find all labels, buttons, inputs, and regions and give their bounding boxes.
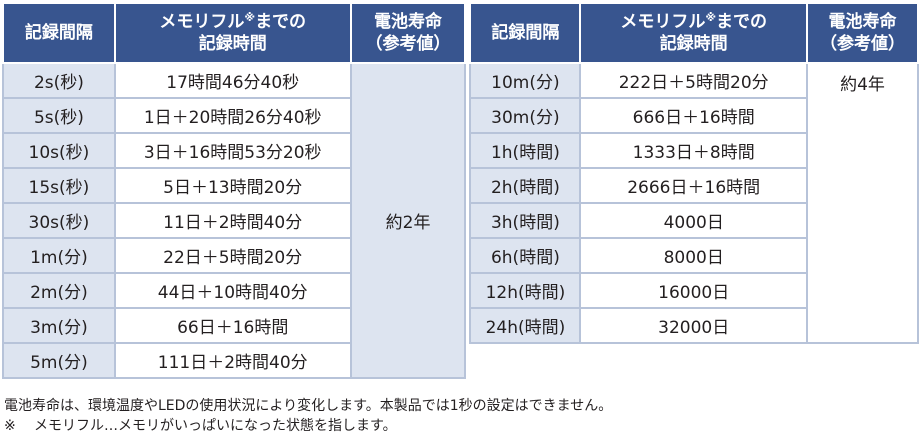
header-memory-full-time-right: メモリフル※までの 記録時間 <box>579 2 809 64</box>
interval-cell: 30s(秒) <box>2 202 116 239</box>
time-cell: 3日＋16時間53分20秒 <box>113 132 352 169</box>
time-cell: 44日＋10時間40分 <box>113 272 352 309</box>
table-row: 10s(秒) 3日＋16時間53分20秒 1h(時間) 1333日＋8時間 <box>2 132 918 169</box>
table-row: 5s(秒) 1日＋20時間26分40秒 30m(分) 666日＋16時間 <box>2 97 918 134</box>
interval-cell: 30m(分) <box>469 97 582 134</box>
header-battery-life-right: 電池寿命 （参考値） <box>806 2 919 64</box>
time-cell: 11日＋2時間40分 <box>113 202 352 239</box>
interval-cell: 6h(時間) <box>469 237 582 274</box>
time-cell: 1日＋20時間26分40秒 <box>113 97 352 134</box>
footnote-memory-full: ※ メモリフル…メモリがいっぱいになった状態を指します。 <box>4 416 612 436</box>
time-cell: 4000日 <box>579 202 809 239</box>
interval-cell: 15s(秒) <box>2 167 116 204</box>
footnote-mark: ※ <box>4 418 16 434</box>
interval-cell: 1h(時間) <box>469 132 582 169</box>
time-cell: 17時間46分40秒 <box>113 62 352 99</box>
column-gap <box>465 3 471 63</box>
interval-cell: 2h(時間) <box>469 167 582 204</box>
interval-cell: 24h(時間) <box>469 307 582 344</box>
time-cell: 32000日 <box>579 307 809 344</box>
interval-cell: 1m(分) <box>2 237 116 274</box>
header-interval-right: 記録間隔 <box>469 2 582 64</box>
interval-cell: 3m(分) <box>2 307 116 344</box>
table-row: 5m(分) 111日＋2時間40分 <box>2 342 918 379</box>
table-row: 1m(分) 22日＋5時間20分 6h(時間) 8000日 <box>2 237 918 274</box>
battery-cell-left: 約2年 <box>349 62 467 379</box>
header-battery-life: 電池寿命 （参考値） <box>349 2 467 64</box>
time-cell: 1333日＋8時間 <box>579 132 809 169</box>
header-memory-full-time: メモリフル※までの 記録時間 <box>113 2 352 64</box>
table-row: 30s(秒) 11日＋2時間40分 3h(時間) 4000日 <box>2 202 918 239</box>
table-row: 2m(分) 44日＋10時間40分 12h(時間) 16000日 <box>2 272 918 309</box>
interval-cell: 3h(時間) <box>469 202 582 239</box>
time-cell: 16000日 <box>579 272 809 309</box>
recording-interval-table: 記録間隔 メモリフル※までの 記録時間 電池寿命 （参考値） 記録間隔 メモリフル※… <box>2 2 919 379</box>
interval-cell: 2m(分) <box>2 272 116 309</box>
interval-cell: 5s(秒) <box>2 97 116 134</box>
interval-cell: 12h(時間) <box>469 272 582 309</box>
interval-cell: 5m(分) <box>2 342 116 379</box>
interval-cell: 10m(分) <box>469 62 582 99</box>
table-row: 3m(分) 66日＋16時間 24h(時間) 32000日 <box>2 307 918 344</box>
interval-cell: 10s(秒) <box>2 132 116 169</box>
time-cell: 66日＋16時間 <box>113 307 352 344</box>
table-row: 2s(秒) 17時間46分40秒 約2年 10m(分) 222日＋5時間20分 … <box>2 62 919 379</box>
time-cell: 22日＋5時間20分 <box>113 237 352 274</box>
table-row: 15s(秒) 5日＋13時間20分 2h(時間) 2666日＋16時間 <box>2 167 918 204</box>
footnote-memory-full-text: メモリフル…メモリがいっぱいになった状態を指します。 <box>34 418 397 434</box>
footnotes: 電池寿命は、環境温度やLEDの使用状況により変化します。本製品では1秒の設定はで… <box>4 396 612 436</box>
time-cell: 111日＋2時間40分 <box>113 342 352 379</box>
battery-cell-right: 約4年 <box>806 62 919 344</box>
time-cell: 222日＋5時間20分 <box>579 62 809 99</box>
time-cell: 5日＋13時間20分 <box>113 167 352 204</box>
interval-cell: 2s(秒) <box>2 62 116 99</box>
time-cell: 8000日 <box>579 237 809 274</box>
time-cell: 666日＋16時間 <box>579 97 809 134</box>
header-row: 記録間隔 メモリフル※までの 記録時間 電池寿命 （参考値） 記録間隔 メモリフル※… <box>2 2 919 64</box>
footnote-battery: 電池寿命は、環境温度やLEDの使用状況により変化します。本製品では1秒の設定はで… <box>4 398 613 414</box>
time-cell: 2666日＋16時間 <box>579 167 809 204</box>
header-interval: 記録間隔 <box>2 2 116 64</box>
